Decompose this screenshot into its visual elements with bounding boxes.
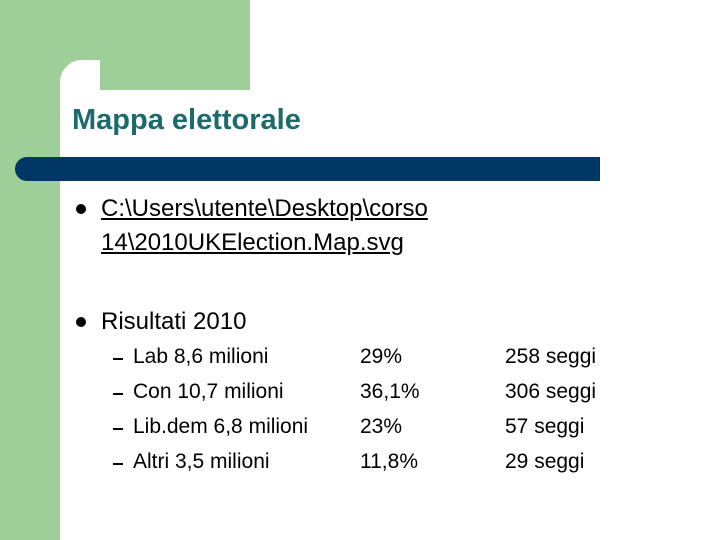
- link-line[interactable]: C:\Users\utente\Desktop\corso: [101, 195, 428, 222]
- percent: 29%: [360, 345, 403, 368]
- bullet: [76, 317, 86, 327]
- party: Lab 8,6 milioni: [133, 345, 269, 368]
- title-bar: [15, 157, 600, 181]
- side-strip: [0, 0, 60, 540]
- party: Altri 3,5 milioni: [133, 450, 270, 473]
- sub-bullet: [113, 463, 123, 465]
- party: Lib.dem 6,8 milioni: [133, 415, 309, 438]
- sub-bullet: [113, 428, 123, 430]
- seats: 258 seggi: [505, 345, 597, 368]
- sub-bullet: [113, 358, 123, 360]
- seats: 57 seggi: [505, 415, 585, 438]
- seats: 29 seggi: [505, 450, 585, 473]
- percent: 23%: [360, 415, 403, 438]
- slide-title: Mappa elettorale: [72, 104, 301, 136]
- bullet: [76, 204, 86, 214]
- content-bg-right: [250, 0, 720, 540]
- percent: 36,1%: [360, 380, 420, 403]
- party: Con 10,7 milioni: [133, 380, 284, 403]
- percent: 11,8%: [360, 450, 418, 473]
- bullet-text: Risultati 2010: [101, 308, 247, 335]
- link-line[interactable]: 14\2010UKElection.Map.svg: [101, 229, 404, 256]
- sub-bullet: [113, 393, 123, 395]
- seats: 306 seggi: [505, 380, 597, 403]
